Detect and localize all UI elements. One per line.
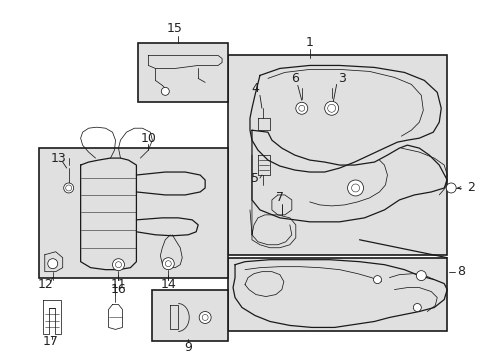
Text: 3: 3 <box>337 72 345 85</box>
Circle shape <box>162 258 174 270</box>
Text: 12: 12 <box>38 278 54 291</box>
Bar <box>39 148 227 278</box>
Text: 10: 10 <box>140 132 156 145</box>
Circle shape <box>199 311 211 323</box>
Circle shape <box>112 259 124 271</box>
Text: 13: 13 <box>51 152 66 165</box>
Text: 4: 4 <box>250 82 258 95</box>
Circle shape <box>373 276 381 284</box>
Circle shape <box>295 102 307 114</box>
Text: 2: 2 <box>466 181 474 194</box>
Text: 7: 7 <box>275 192 283 204</box>
Text: 11: 11 <box>110 278 126 291</box>
Text: 17: 17 <box>43 335 59 348</box>
Text: 8: 8 <box>456 265 464 278</box>
Circle shape <box>415 271 426 280</box>
Bar <box>152 289 227 341</box>
Text: 14: 14 <box>160 278 176 291</box>
Circle shape <box>48 259 58 269</box>
Text: 9: 9 <box>184 341 192 354</box>
Text: 1: 1 <box>305 36 313 49</box>
Circle shape <box>324 101 338 115</box>
Text: 16: 16 <box>110 283 126 296</box>
Bar <box>138 42 227 102</box>
Circle shape <box>63 183 74 193</box>
Circle shape <box>446 183 455 193</box>
Bar <box>227 258 447 332</box>
Text: 5: 5 <box>250 171 259 185</box>
Circle shape <box>347 180 363 196</box>
Circle shape <box>161 87 169 95</box>
Circle shape <box>412 303 421 311</box>
Bar <box>227 55 447 255</box>
Text: 15: 15 <box>166 22 182 35</box>
Text: 6: 6 <box>290 72 298 85</box>
